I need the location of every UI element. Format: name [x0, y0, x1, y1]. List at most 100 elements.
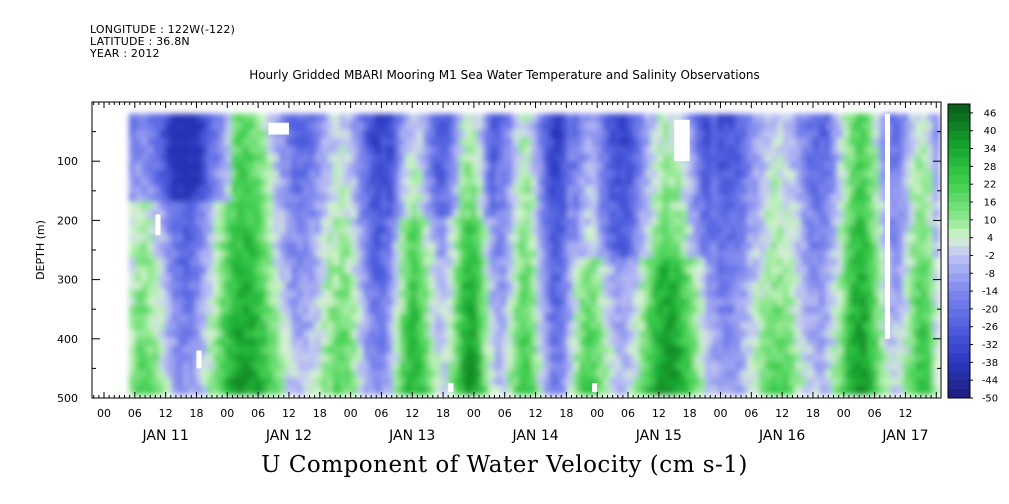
heatmap-cell: [831, 305, 838, 315]
heatmap-cell: [579, 329, 586, 339]
heatmap-cell: [753, 201, 760, 211]
heatmap-cell: [783, 209, 790, 219]
heatmap-cell: [585, 169, 592, 179]
heatmap-cell: [483, 249, 490, 259]
heatmap-cell: [669, 185, 676, 195]
heatmap-cell: [885, 385, 892, 395]
heatmap-cell: [669, 369, 676, 379]
heatmap-cell: [855, 161, 862, 171]
heatmap-cell: [615, 313, 622, 323]
heatmap-cell: [459, 289, 466, 299]
heatmap-cell: [381, 145, 388, 155]
heatmap-cell: [231, 249, 238, 259]
heatmap-cell: [849, 377, 856, 387]
heatmap-cell: [471, 265, 478, 275]
heatmap-cell: [531, 313, 538, 323]
heatmap-cell: [669, 201, 676, 211]
heatmap-cell: [783, 129, 790, 139]
heatmap-cell: [225, 169, 232, 179]
heatmap-cell: [399, 297, 406, 307]
heatmap-cell: [171, 385, 178, 395]
heatmap-cell: [585, 361, 592, 371]
heatmap-cell: [315, 321, 322, 331]
heatmap-cell: [915, 345, 922, 355]
heatmap-cell: [429, 241, 436, 251]
heatmap-cell: [279, 273, 286, 283]
heatmap-cell: [267, 273, 274, 283]
heatmap-cell: [291, 369, 298, 379]
heatmap-cell: [825, 185, 832, 195]
heatmap-cell: [933, 185, 940, 195]
heatmap-cell: [657, 121, 664, 131]
heatmap-cell: [243, 305, 250, 315]
heatmap-cell: [465, 281, 472, 291]
heatmap-cell: [513, 129, 520, 139]
heatmap-cell: [291, 129, 298, 139]
heatmap-cell: [483, 377, 490, 387]
heatmap-cell: [489, 249, 496, 259]
heatmap-cell: [729, 273, 736, 283]
heatmap-cell: [669, 321, 676, 331]
heatmap-cell: [471, 257, 478, 267]
heatmap-cell: [345, 209, 352, 219]
heatmap-cell: [399, 137, 406, 147]
heatmap-cell: [495, 313, 502, 323]
heatmap-cell: [243, 169, 250, 179]
heatmap-cell: [801, 121, 808, 131]
heatmap-cell: [789, 153, 796, 163]
heatmap-cell: [657, 353, 664, 363]
heatmap-cell: [657, 257, 664, 267]
heatmap-cell: [573, 169, 580, 179]
heatmap-cell: [153, 177, 160, 187]
heatmap-cell: [669, 217, 676, 227]
heatmap-cell: [285, 297, 292, 307]
heatmap-cell: [561, 217, 568, 227]
heatmap-cell: [567, 369, 574, 379]
heatmap-cell: [453, 225, 460, 235]
heatmap-cell: [267, 201, 274, 211]
heatmap-cell: [627, 153, 634, 163]
heatmap-cell: [795, 289, 802, 299]
heatmap-cell: [351, 353, 358, 363]
heatmap-cell: [489, 241, 496, 251]
heatmap-cell: [375, 209, 382, 219]
heatmap-cell: [879, 385, 886, 395]
heatmap-cell: [561, 353, 568, 363]
heatmap-cell: [615, 281, 622, 291]
heatmap-cell: [387, 249, 394, 259]
heatmap-cell: [279, 169, 286, 179]
heatmap-cell: [285, 353, 292, 363]
heatmap-cell: [489, 233, 496, 243]
heatmap-cell: [537, 217, 544, 227]
heatmap-cell: [903, 337, 910, 347]
heatmap-cell: [615, 241, 622, 251]
heatmap-cell: [369, 241, 376, 251]
heatmap-cell: [501, 265, 508, 275]
heatmap-cell: [273, 193, 280, 203]
heatmap-cell: [669, 289, 676, 299]
heatmap-cell: [303, 169, 310, 179]
heatmap-cell: [165, 257, 172, 267]
heatmap-cell: [495, 217, 502, 227]
heatmap-cell: [513, 249, 520, 259]
heatmap-cell: [807, 129, 814, 139]
heatmap-cell: [399, 273, 406, 283]
heatmap-cell: [189, 145, 196, 155]
heatmap-cell: [453, 201, 460, 211]
heatmap-cell: [507, 337, 514, 347]
heatmap-cell: [489, 321, 496, 331]
heatmap-cell: [291, 329, 298, 339]
heatmap-cell: [177, 225, 184, 235]
heatmap-cell: [285, 305, 292, 315]
heatmap-cell: [345, 177, 352, 187]
heatmap-cell: [399, 369, 406, 379]
heatmap-cell: [657, 305, 664, 315]
heatmap-cell: [189, 161, 196, 171]
heatmap-cell: [279, 233, 286, 243]
heatmap-cell: [531, 249, 538, 259]
heatmap-cell: [405, 241, 412, 251]
heatmap-cell: [831, 113, 838, 123]
heatmap-cell: [309, 113, 316, 123]
heatmap-cell: [633, 345, 640, 355]
heatmap-cell: [297, 249, 304, 259]
